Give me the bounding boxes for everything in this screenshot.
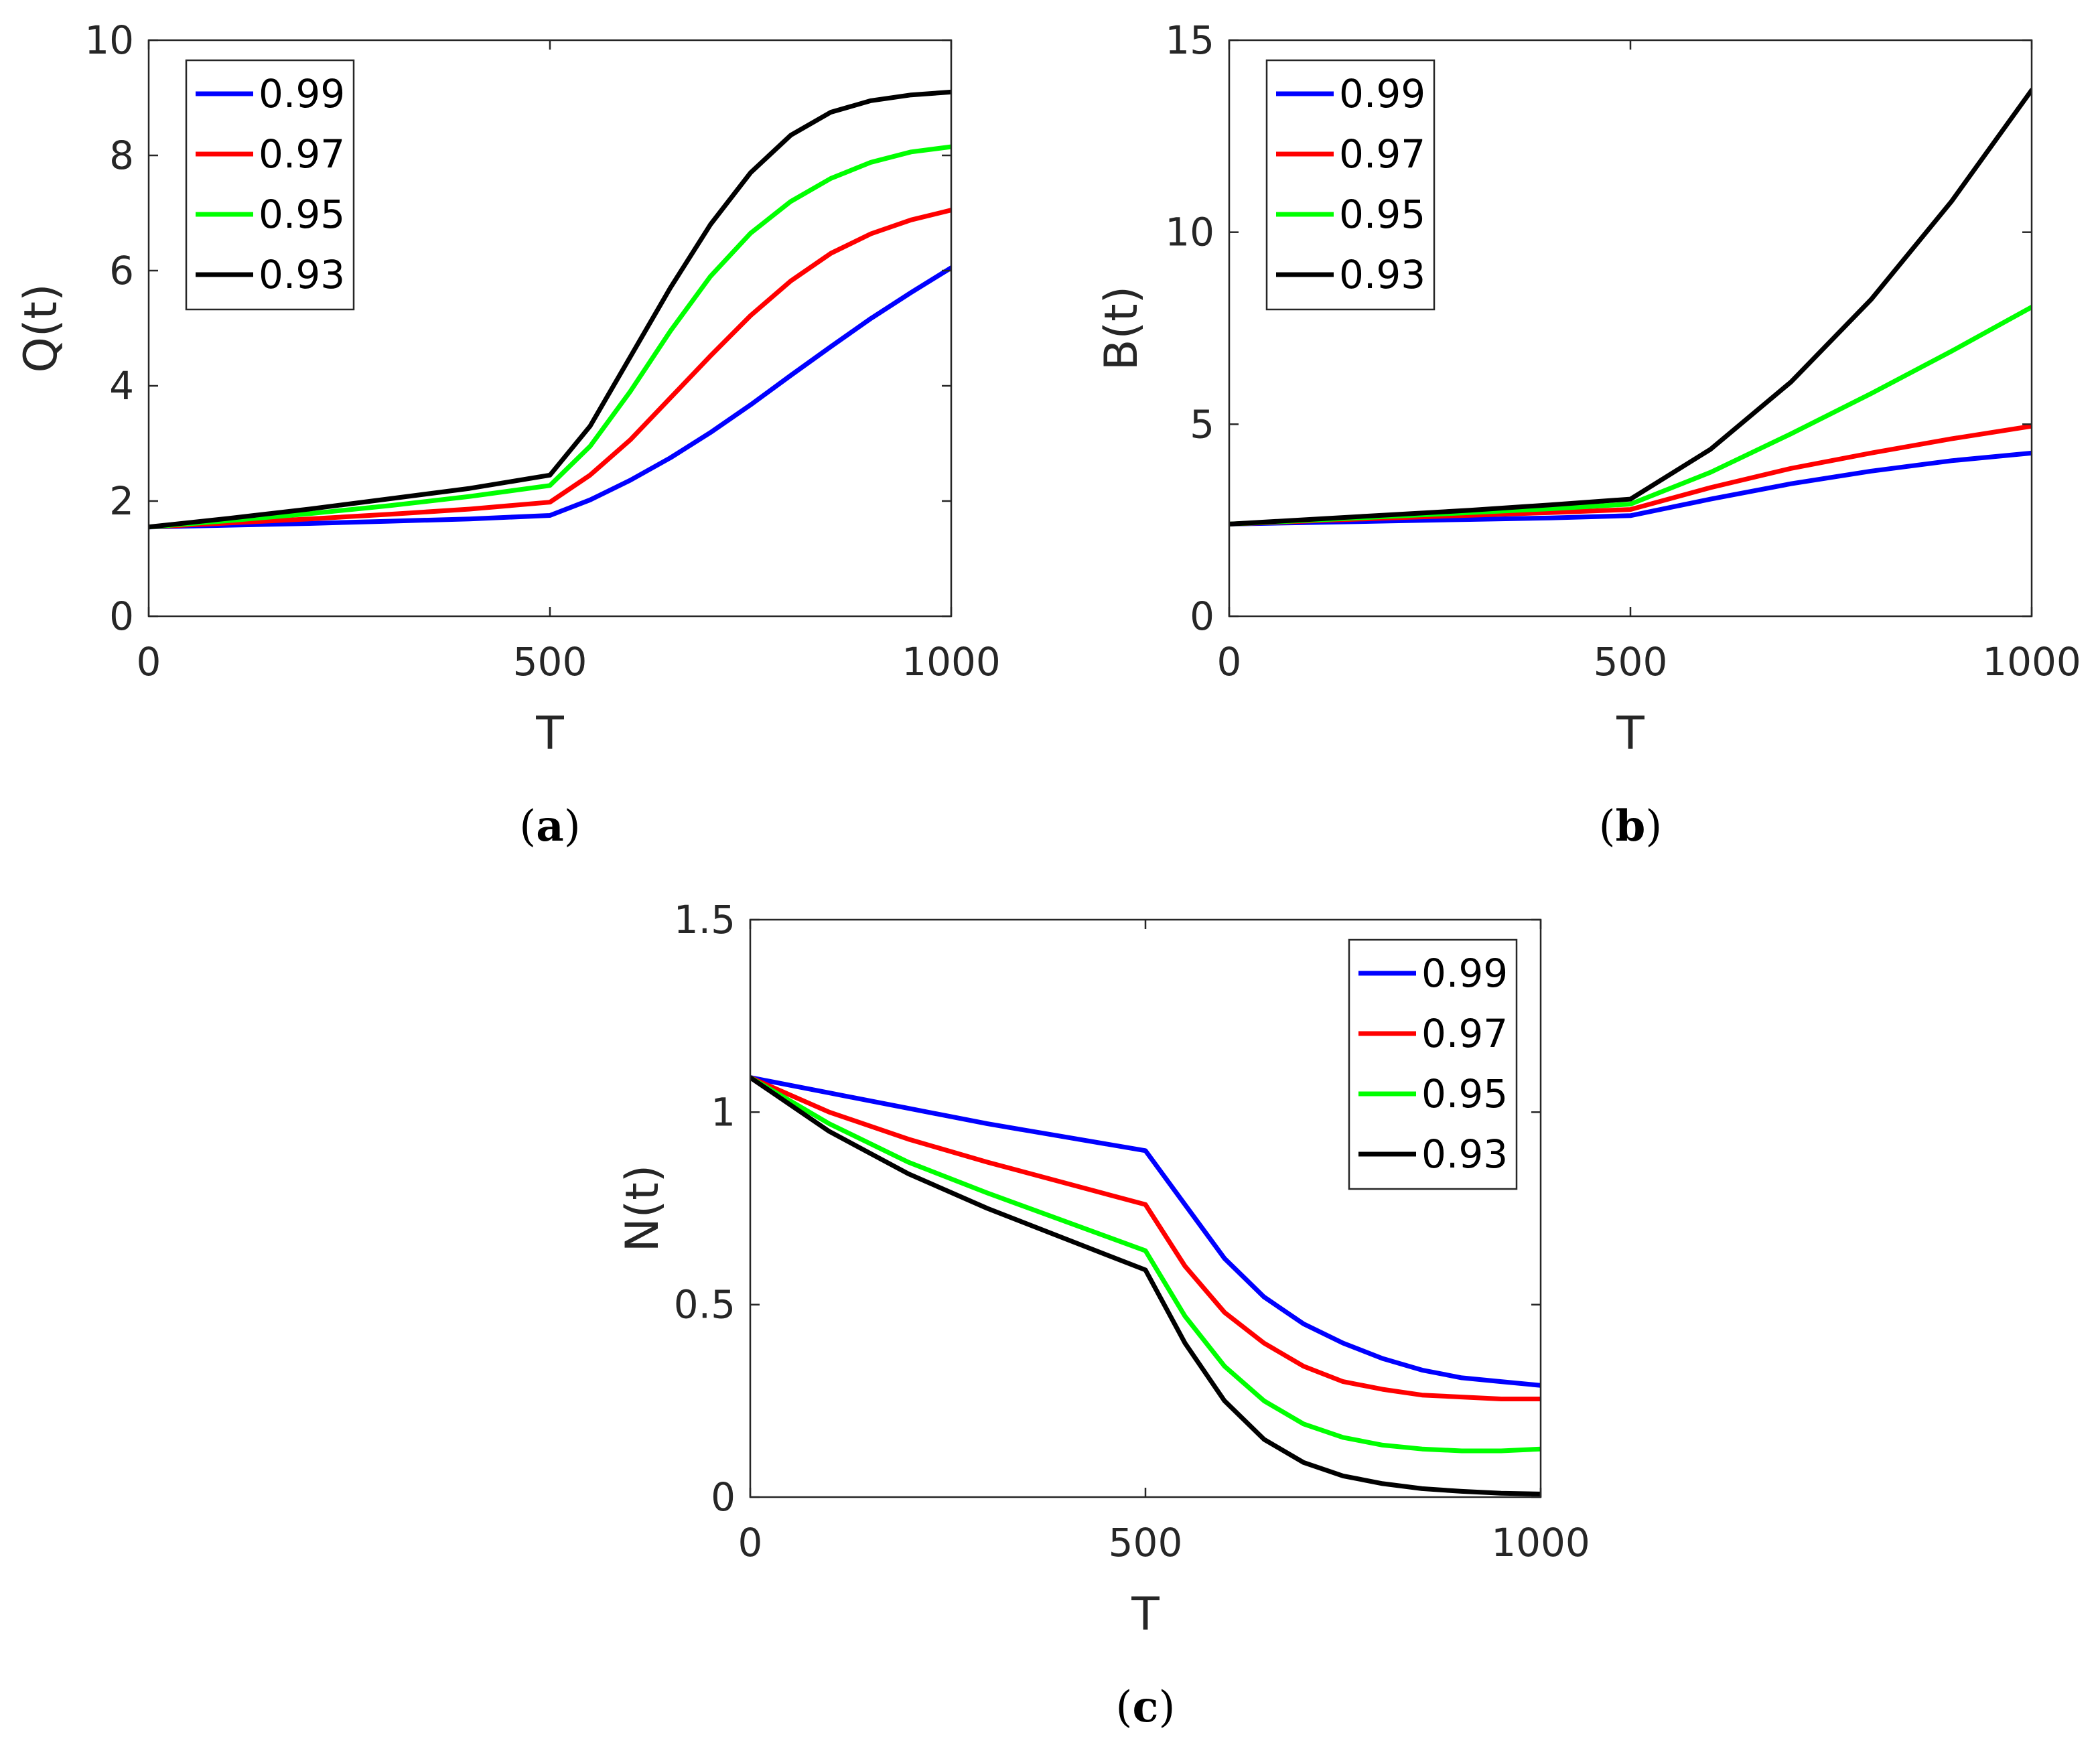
legend: 0.99 0.97 0.95 0.93 (185, 59, 355, 311)
legend-label: 0.99 (259, 71, 345, 117)
y-tick-label: 1.5 (674, 897, 736, 942)
series-line-0.95 (750, 1075, 1541, 1454)
chart-panel-b: 0 500 1000 0 5 10 15 T B(t) 0.99 0.97 0.95 0.93 (b) (1095, 17, 2081, 851)
y-tick-label: 0 (109, 593, 134, 639)
x-axis-label: T (535, 707, 564, 760)
y-tick-label: 10 (1165, 210, 1214, 255)
legend-label: 0.99 (1339, 71, 1425, 117)
y-tick-label: 10 (84, 17, 134, 63)
x-tick-label: 0 (738, 1520, 763, 1565)
series-lines (1229, 88, 2032, 526)
x-tick-label: 500 (1109, 1520, 1183, 1565)
y-axis-label: B(t) (1095, 286, 1148, 370)
panel-caption: (a) (519, 801, 580, 851)
legend-box (1265, 59, 1436, 311)
y-tick-label: 2 (109, 478, 134, 524)
series-line-0.99 (149, 265, 951, 530)
x-axis-label: T (1616, 707, 1644, 760)
x-tick-label: 0 (1217, 639, 1242, 685)
legend-label: 0.93 (1339, 252, 1425, 297)
legend-box (185, 59, 355, 311)
series-line-0.93 (149, 89, 951, 530)
legend-label: 0.93 (1421, 1131, 1508, 1177)
y-tick-label: 0.5 (674, 1282, 736, 1328)
series-line-0.95 (149, 144, 951, 530)
caption-close: ) (1645, 802, 1662, 851)
y-tick-label: 4 (109, 363, 134, 409)
y-tick-label: 8 (109, 133, 134, 178)
x-tick-label: 500 (1594, 639, 1668, 685)
y-tick-label: 6 (109, 248, 134, 293)
x-axis-label: T (1131, 1588, 1160, 1641)
series-line-0.97 (750, 1075, 1541, 1401)
legend-label: 0.95 (259, 192, 345, 237)
y-tick-label: 0 (711, 1474, 736, 1520)
legend-box (1348, 938, 1518, 1190)
series-lines (149, 89, 951, 530)
y-tick-label: 1 (711, 1089, 736, 1135)
panel-caption: (c) (1116, 1682, 1176, 1732)
legend: 0.99 0.97 0.95 0.93 (1265, 59, 1436, 311)
x-tick-label: 0 (137, 639, 161, 685)
series-line-0.93 (750, 1075, 1541, 1496)
chart-panel-a: 0 500 1000 0 2 4 6 8 10 T Q(t) 0.99 0.97 0.95 0.93 (a) (15, 17, 1001, 851)
legend-label: 0.97 (1421, 1011, 1508, 1056)
legend-label: 0.95 (1339, 192, 1425, 237)
legend-label: 0.95 (1421, 1071, 1508, 1117)
caption-open: ( (519, 802, 536, 851)
series-line-0.99 (750, 1075, 1541, 1388)
series-line-0.99 (1229, 450, 2032, 526)
legend-label: 0.97 (259, 131, 345, 177)
y-tick-label: 5 (1190, 401, 1214, 447)
x-tick-label: 1000 (1982, 639, 2081, 685)
y-axis-label: N(t) (616, 1165, 669, 1253)
legend-label: 0.93 (259, 252, 345, 297)
caption-close: ) (1158, 1683, 1175, 1732)
y-tick-label: 0 (1190, 593, 1214, 639)
chart-panel-c: 0 500 1000 0 0.5 1 1.5 T N(t) 0.99 0.97 0.95 0.93 (c) (616, 897, 1590, 1732)
legend-label: 0.99 (1421, 951, 1508, 996)
caption-open: ( (1116, 1683, 1133, 1732)
legend-label: 0.97 (1339, 131, 1425, 177)
caption-letter: c (1133, 1682, 1159, 1732)
y-tick-label: 15 (1165, 17, 1214, 63)
legend: 0.99 0.97 0.95 0.93 (1348, 938, 1518, 1190)
caption-letter: a (536, 801, 563, 851)
series-line-0.97 (149, 208, 951, 530)
caption-close: ) (564, 802, 581, 851)
series-lines (750, 1075, 1541, 1496)
x-tick-label: 1000 (1491, 1520, 1590, 1565)
series-line-0.93 (1229, 88, 2032, 526)
panel-caption: (b) (1599, 801, 1663, 851)
x-tick-label: 1000 (902, 639, 1001, 685)
caption-open: ( (1599, 802, 1616, 851)
caption-letter: b (1616, 801, 1646, 851)
x-tick-label: 500 (513, 639, 587, 685)
y-axis-label: Q(t) (15, 283, 68, 372)
panels: 0 500 10000246810TQ(t)0.990.970.950.93(a)0… (15, 17, 2081, 1732)
